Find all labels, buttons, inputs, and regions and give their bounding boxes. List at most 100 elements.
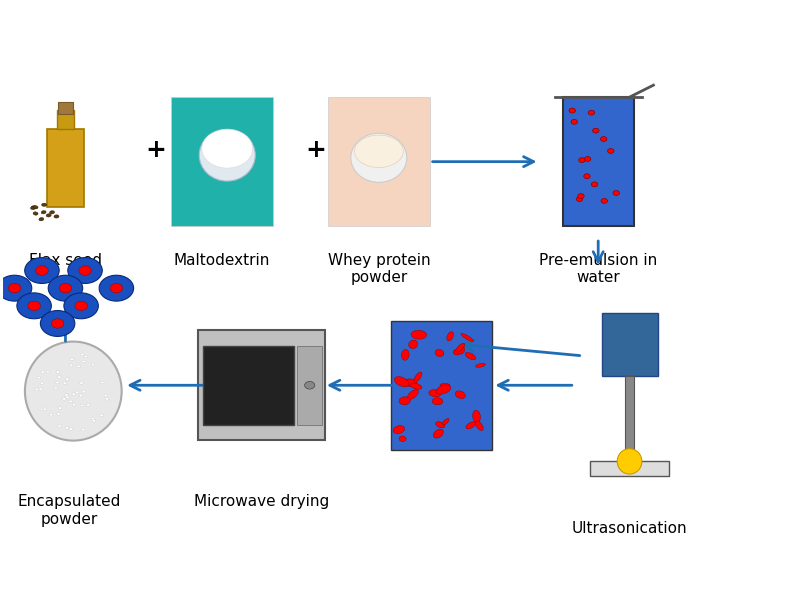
- Ellipse shape: [41, 210, 46, 214]
- Text: Pre-emulsion in
water: Pre-emulsion in water: [539, 253, 657, 285]
- Circle shape: [63, 382, 66, 384]
- Circle shape: [92, 364, 95, 366]
- Circle shape: [79, 266, 92, 275]
- Circle shape: [65, 426, 69, 429]
- Circle shape: [591, 182, 598, 187]
- Circle shape: [81, 428, 85, 431]
- Circle shape: [49, 413, 53, 416]
- Circle shape: [57, 413, 60, 415]
- Ellipse shape: [54, 215, 59, 218]
- Bar: [47, 129, 84, 207]
- Ellipse shape: [407, 390, 418, 399]
- Text: Whey protein
powder: Whey protein powder: [327, 253, 430, 285]
- Ellipse shape: [428, 390, 441, 397]
- Ellipse shape: [409, 340, 417, 349]
- Ellipse shape: [393, 425, 405, 434]
- Circle shape: [46, 370, 50, 373]
- Circle shape: [58, 425, 62, 428]
- Ellipse shape: [354, 135, 403, 168]
- Circle shape: [48, 275, 83, 301]
- Circle shape: [608, 148, 614, 153]
- Ellipse shape: [435, 349, 444, 356]
- Circle shape: [578, 194, 584, 198]
- Bar: [626, 353, 633, 462]
- Circle shape: [28, 301, 40, 311]
- Circle shape: [65, 394, 68, 396]
- Circle shape: [17, 293, 51, 319]
- Ellipse shape: [200, 129, 256, 181]
- Circle shape: [104, 394, 107, 397]
- Ellipse shape: [413, 372, 422, 383]
- Circle shape: [585, 157, 591, 162]
- Circle shape: [76, 391, 79, 394]
- Circle shape: [65, 396, 69, 399]
- Circle shape: [576, 197, 583, 201]
- Circle shape: [58, 407, 62, 409]
- Circle shape: [58, 376, 61, 378]
- Circle shape: [56, 371, 59, 374]
- Circle shape: [24, 258, 59, 283]
- Bar: [58, 110, 73, 129]
- Circle shape: [87, 404, 90, 406]
- Ellipse shape: [411, 330, 427, 339]
- Circle shape: [82, 390, 85, 393]
- Circle shape: [100, 414, 103, 417]
- Ellipse shape: [351, 133, 407, 182]
- Bar: [391, 321, 492, 450]
- Circle shape: [571, 119, 578, 124]
- Circle shape: [51, 319, 64, 328]
- Circle shape: [36, 266, 48, 275]
- Circle shape: [92, 419, 95, 422]
- Circle shape: [105, 397, 109, 400]
- Circle shape: [84, 355, 88, 358]
- Circle shape: [80, 353, 84, 356]
- Ellipse shape: [476, 364, 485, 367]
- Circle shape: [69, 428, 73, 430]
- Ellipse shape: [50, 211, 54, 214]
- Bar: [58, 102, 73, 114]
- Circle shape: [578, 157, 585, 163]
- Circle shape: [92, 418, 95, 420]
- Circle shape: [99, 275, 133, 301]
- Circle shape: [72, 393, 76, 396]
- Circle shape: [613, 191, 619, 195]
- Ellipse shape: [403, 379, 417, 387]
- Ellipse shape: [433, 429, 443, 438]
- Bar: [590, 462, 669, 476]
- Ellipse shape: [447, 331, 454, 341]
- Circle shape: [64, 293, 99, 319]
- Bar: [601, 313, 657, 376]
- Ellipse shape: [33, 206, 38, 209]
- Ellipse shape: [473, 410, 481, 422]
- Text: Encapsulated
powder: Encapsulated powder: [17, 494, 121, 526]
- Ellipse shape: [465, 352, 476, 360]
- Circle shape: [70, 358, 73, 361]
- Ellipse shape: [453, 349, 461, 355]
- Circle shape: [68, 258, 103, 283]
- Circle shape: [588, 110, 595, 115]
- Circle shape: [43, 408, 47, 410]
- Circle shape: [69, 364, 73, 366]
- Bar: [171, 97, 273, 226]
- Bar: [198, 330, 325, 440]
- Bar: [203, 346, 294, 425]
- Circle shape: [100, 381, 104, 384]
- Text: Flax seed: Flax seed: [29, 253, 102, 268]
- Text: +: +: [145, 138, 166, 162]
- Circle shape: [40, 382, 43, 385]
- Circle shape: [35, 388, 39, 391]
- Circle shape: [110, 283, 122, 293]
- Text: +: +: [305, 138, 327, 162]
- Bar: [328, 97, 430, 226]
- Ellipse shape: [432, 398, 443, 405]
- Ellipse shape: [399, 436, 406, 441]
- Ellipse shape: [202, 129, 252, 168]
- Circle shape: [8, 283, 21, 293]
- Circle shape: [39, 388, 43, 390]
- Circle shape: [59, 283, 72, 293]
- Circle shape: [80, 382, 83, 384]
- Circle shape: [584, 174, 590, 179]
- Ellipse shape: [39, 217, 44, 221]
- Bar: [625, 376, 634, 448]
- Ellipse shape: [402, 349, 409, 360]
